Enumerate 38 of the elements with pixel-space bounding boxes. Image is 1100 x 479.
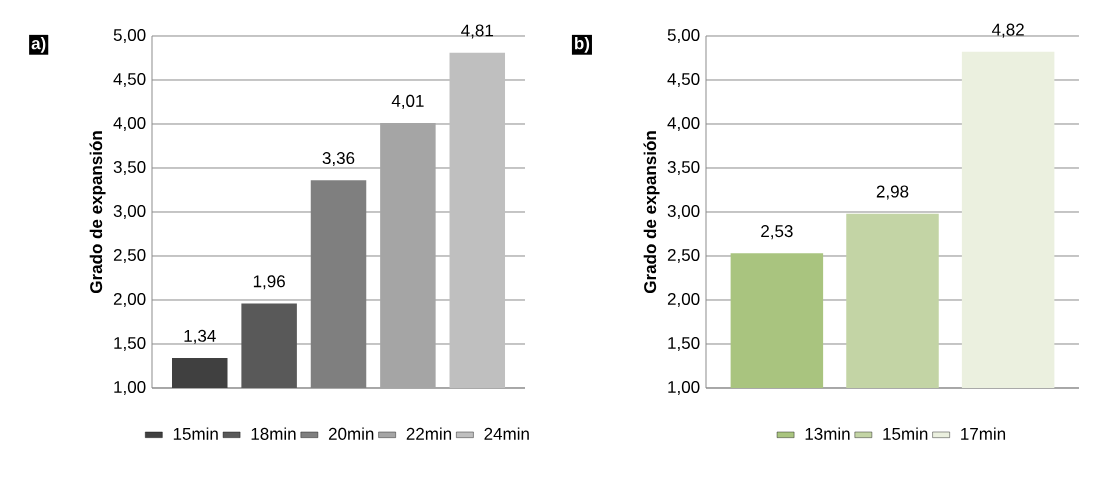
data-label: 2,53 (761, 225, 793, 240)
y-tick-label: 5,00 (113, 28, 146, 44)
data-label: 1,34 (184, 329, 216, 344)
data-label: 2,98 (876, 185, 909, 200)
y-axis-title: Grado de expansión (89, 131, 106, 294)
y-tick-label: 4,00 (667, 116, 700, 132)
legend-label: 24min (484, 427, 529, 440)
data-label: 4,82 (991, 23, 1024, 38)
legend-label: 20min (328, 427, 374, 440)
legend-label: 13min (805, 427, 850, 440)
y-tick-label: 1,00 (114, 380, 146, 396)
y-tick-label: 5,00 (667, 28, 700, 44)
legend-label: 15min (883, 427, 928, 440)
y-tick-label: 3,00 (113, 204, 146, 220)
y-tick-label: 1,00 (668, 380, 700, 396)
y-tick-label: 4,00 (113, 116, 146, 132)
y-tick-label: 3,00 (667, 204, 700, 220)
chart-title: b) (575, 36, 590, 53)
legend-label: 17min (961, 427, 1006, 440)
y-tick-label: 4,50 (667, 72, 700, 88)
data-label: 4,81 (461, 24, 493, 39)
legend-label: 18min (251, 427, 296, 440)
y-tick-label: 1,50 (668, 336, 700, 352)
y-tick-label: 2,50 (113, 248, 146, 264)
data-label: 4,01 (391, 94, 424, 109)
y-tick-label: 2,50 (667, 248, 700, 264)
legend-label: 22min (406, 427, 452, 440)
chart-title: a) (31, 36, 46, 53)
data-label: 1,96 (253, 275, 285, 290)
y-tick-label: 1,50 (114, 336, 146, 352)
y-tick-label: 2,00 (113, 292, 146, 308)
legend-label: 15min (173, 427, 218, 440)
y-tick-label: 4,50 (113, 72, 146, 88)
y-axis-title: Grado de expansión (643, 131, 660, 294)
y-tick-label: 3,50 (113, 160, 146, 176)
y-tick-label: 3,50 (667, 160, 700, 176)
y-tick-label: 2,00 (667, 292, 700, 308)
data-label: 3,36 (322, 152, 355, 167)
